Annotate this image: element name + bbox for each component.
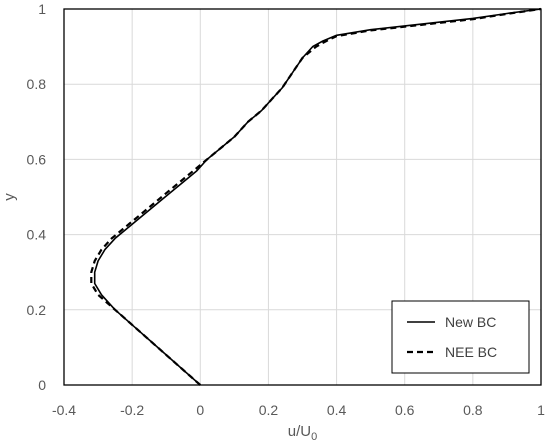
gridlines [64,9,541,385]
x-tick-label: -0.2 [120,402,144,418]
y-tick-label: 0 [38,377,46,393]
x-tick-labels: -0.4 -0.2 0 0.2 0.4 0.6 0.8 1 [52,402,545,418]
y-tick-label: 0.2 [27,302,47,318]
y-tick-label: 1 [38,1,46,17]
x-axis-label-main: u/U [288,423,311,440]
y-tick-label: 0.8 [27,76,47,92]
y-tick-labels: 0 0.2 0.4 0.6 0.8 1 [27,1,47,393]
plot-frame [63,8,542,386]
legend: New BC NEE BC [391,300,530,374]
y-tick-label: 0.6 [27,151,47,167]
x-tick-label: 0.2 [259,402,279,418]
y-axis-label: y [1,193,18,201]
x-tick-label: 1 [537,402,545,418]
y-tick-label: 0.4 [27,227,47,243]
legend-label-new-bc: New BC [445,314,496,330]
x-axis-label-subscript: 0 [311,431,317,443]
series-line-nee-bc [90,7,542,386]
x-tick-label: 0.8 [463,402,483,418]
x-tick-label: 0 [196,402,204,418]
series-layer [90,7,542,386]
x-tick-label: 0.6 [395,402,415,418]
x-tick-label: -0.4 [52,402,76,418]
legend-box [391,300,530,374]
legend-label-nee-bc: NEE BC [445,344,497,360]
x-tick-label: 0.4 [327,402,347,418]
x-axis-label: u/U0 [288,423,317,443]
